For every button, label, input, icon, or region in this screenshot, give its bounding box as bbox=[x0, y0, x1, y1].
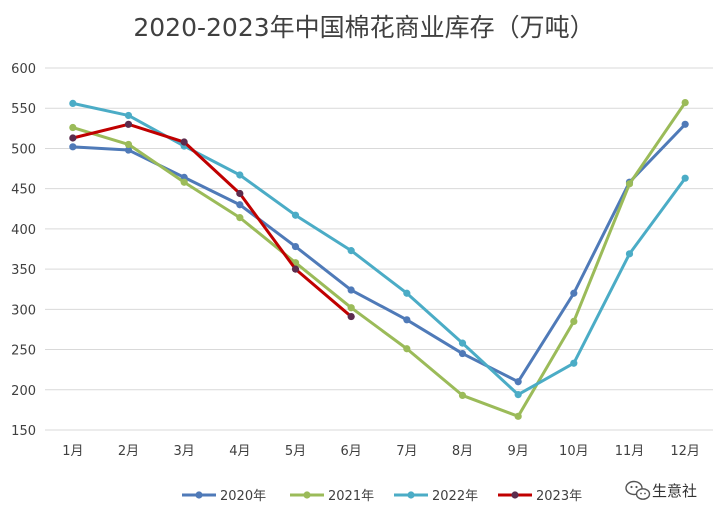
data-point bbox=[180, 138, 188, 146]
y-tick-label: 250 bbox=[11, 344, 36, 359]
legend-label: 2023年 bbox=[536, 489, 582, 504]
legend-marker bbox=[303, 491, 311, 499]
data-point bbox=[625, 250, 634, 258]
data-point bbox=[124, 146, 133, 154]
legend-marker bbox=[511, 491, 519, 499]
data-point bbox=[403, 289, 411, 297]
y-tick-label: 500 bbox=[11, 142, 36, 157]
x-tick-label: 11月 bbox=[615, 444, 645, 459]
data-point bbox=[625, 180, 634, 188]
data-point bbox=[514, 391, 522, 399]
data-point bbox=[69, 123, 77, 132]
series-line bbox=[71, 101, 687, 397]
x-axis-tick-labels: 1月 2月 3月 4月 5月 6月 7月 8月 9月 10月 11月 12月 bbox=[62, 444, 700, 459]
data-point bbox=[347, 312, 355, 321]
x-tick-label: 5月 bbox=[285, 444, 306, 459]
y-tick-label: 400 bbox=[11, 223, 36, 238]
data-point bbox=[570, 359, 578, 367]
legend-item: 2020年 bbox=[182, 489, 266, 504]
data-point bbox=[236, 171, 244, 179]
data-point bbox=[403, 316, 411, 324]
x-tick-label: 2月 bbox=[118, 444, 139, 459]
x-tick-label: 6月 bbox=[341, 444, 362, 459]
legend-item: 2023年 bbox=[498, 489, 582, 504]
series-2 bbox=[69, 98, 689, 420]
y-tick-label: 200 bbox=[11, 384, 36, 399]
data-point bbox=[236, 214, 244, 222]
legend-label: 2021年 bbox=[328, 489, 374, 504]
data-point bbox=[570, 317, 578, 325]
y-axis-tick-labels: 150 200 250 300 350 400 450 500 550 600 bbox=[11, 62, 36, 439]
x-tick-label: 1月 bbox=[62, 444, 83, 459]
data-point bbox=[347, 286, 355, 294]
y-tick-label: 150 bbox=[11, 424, 36, 439]
data-point bbox=[681, 98, 689, 107]
x-tick-label: 10月 bbox=[559, 444, 589, 459]
data-point bbox=[291, 242, 300, 251]
data-point bbox=[180, 178, 188, 186]
data-point bbox=[458, 349, 467, 358]
y-tick-label: 300 bbox=[11, 303, 36, 318]
x-tick-label: 3月 bbox=[174, 444, 195, 459]
data-point bbox=[570, 289, 578, 297]
data-point bbox=[291, 211, 300, 219]
series-line bbox=[71, 101, 687, 418]
data-point bbox=[69, 143, 77, 151]
data-point bbox=[458, 391, 467, 400]
legend-marker bbox=[195, 491, 203, 499]
chart-title: 2020-2023年中国棉花商业库存（万吨） bbox=[133, 13, 594, 42]
legend: 2020年 2021年 2022年 2023年 bbox=[182, 489, 582, 504]
data-point bbox=[236, 189, 244, 198]
y-tick-label: 550 bbox=[11, 102, 36, 117]
x-tick-label: 12月 bbox=[670, 444, 700, 459]
y-tick-label: 600 bbox=[11, 62, 36, 77]
wechat-icon bbox=[625, 480, 651, 500]
series-line bbox=[71, 122, 353, 319]
x-tick-label: 4月 bbox=[229, 444, 250, 459]
data-point bbox=[681, 120, 689, 128]
watermark: 生意社 bbox=[625, 480, 697, 500]
data-point bbox=[124, 120, 133, 128]
y-tick-label: 450 bbox=[11, 183, 36, 198]
series-4 bbox=[69, 120, 355, 321]
data-point bbox=[236, 201, 244, 209]
data-point bbox=[681, 174, 689, 182]
data-point bbox=[514, 412, 522, 420]
data-point bbox=[347, 247, 355, 255]
legend-label: 2020年 bbox=[220, 489, 266, 504]
x-tick-label: 9月 bbox=[508, 444, 529, 459]
legend-label: 2022年 bbox=[432, 489, 478, 504]
data-point bbox=[124, 140, 133, 149]
series-1 bbox=[69, 120, 689, 386]
data-point bbox=[69, 99, 77, 107]
data-point bbox=[69, 134, 77, 142]
grid-lines bbox=[45, 67, 713, 431]
watermark-text: 生意社 bbox=[652, 482, 697, 500]
series-line bbox=[71, 122, 687, 384]
legend-item: 2022年 bbox=[394, 489, 478, 504]
x-tick-label: 7月 bbox=[396, 444, 417, 459]
series-lines bbox=[69, 98, 689, 420]
legend-item: 2021年 bbox=[290, 489, 374, 504]
data-point bbox=[514, 378, 522, 386]
data-point bbox=[124, 111, 133, 120]
legend-marker bbox=[407, 491, 415, 499]
data-point bbox=[458, 339, 467, 347]
data-point bbox=[347, 304, 355, 312]
data-point bbox=[291, 265, 300, 273]
data-point bbox=[403, 345, 411, 353]
y-tick-label: 350 bbox=[11, 263, 36, 278]
x-tick-label: 8月 bbox=[452, 444, 473, 459]
